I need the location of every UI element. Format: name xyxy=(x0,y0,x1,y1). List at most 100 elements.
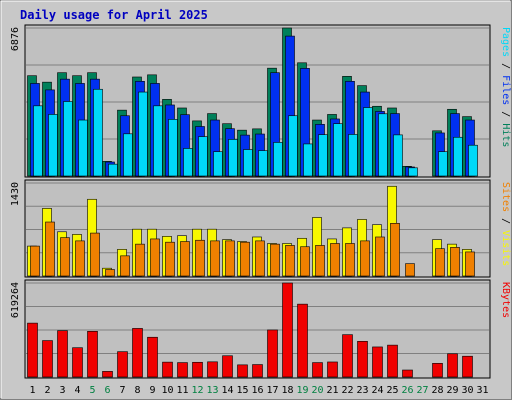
bar-sites-day-30 xyxy=(465,251,475,277)
x-tick-label: 31 xyxy=(476,385,488,396)
bar-sites-day-16 xyxy=(255,240,265,277)
bar-pages-day-4 xyxy=(78,119,88,177)
bar-sites-day-11 xyxy=(180,241,190,277)
bar-pages-day-5 xyxy=(93,88,103,177)
bar-kbytes-day-1 xyxy=(27,322,38,378)
panel-top: 6876 Pages / Files / Hits xyxy=(10,24,511,178)
x-tick-label: 6 xyxy=(104,385,110,396)
legend-top: Pages / Files / Hits xyxy=(500,27,511,147)
bar-kbytes-day-3 xyxy=(57,330,68,378)
legend-entry: Pages xyxy=(500,27,511,57)
bar-kbytes-day-19 xyxy=(297,303,308,378)
bar-pages-day-15 xyxy=(243,149,253,177)
bar-pages-day-23 xyxy=(363,107,373,177)
x-tick-label: 7 xyxy=(119,385,125,396)
bar-pages-day-16 xyxy=(258,150,268,177)
bar-sites-day-28 xyxy=(435,248,445,277)
x-tick-label: 28 xyxy=(431,385,443,396)
bar-kbytes-day-14 xyxy=(222,355,233,378)
x-tick-label: 15 xyxy=(236,385,248,396)
bar-pages-day-8 xyxy=(138,91,148,177)
bar-kbytes-day-24 xyxy=(372,346,383,378)
x-tick-label: 24 xyxy=(371,385,383,396)
x-tick-label: 25 xyxy=(386,385,398,396)
max-label-bot: 619264 xyxy=(10,282,21,318)
x-tick-label: 10 xyxy=(161,385,173,396)
legend-mid: Sites / Visits xyxy=(500,182,511,266)
legend-entry: Sites xyxy=(500,182,511,212)
bar-kbytes-day-9 xyxy=(147,336,158,378)
bar-kbytes-day-4 xyxy=(72,347,83,378)
bar-pages-day-20 xyxy=(318,134,328,177)
panel-mid: 1430 Sites / Visits xyxy=(10,179,511,278)
bar-pages-day-30 xyxy=(468,144,478,177)
bar-sites-day-14 xyxy=(225,240,235,277)
bar-kbytes-day-29 xyxy=(447,353,458,378)
bar-kbytes-day-16 xyxy=(252,364,263,378)
x-tick-label: 20 xyxy=(311,385,323,396)
bar-sites-day-10 xyxy=(165,241,175,277)
bar-kbytes-day-26 xyxy=(402,369,413,378)
bar-kbytes-day-13 xyxy=(207,361,218,378)
x-tick-label: 3 xyxy=(59,385,65,396)
x-tick-label: 8 xyxy=(134,385,140,396)
legend-entry: KBytes xyxy=(500,282,511,318)
panel-bot: 619264 KBytes xyxy=(10,279,511,379)
plot-area-bot xyxy=(24,279,491,379)
bar-kbytes-day-15 xyxy=(237,364,248,378)
bar-pages-day-3 xyxy=(63,101,73,177)
legend-bot: KBytes xyxy=(500,282,511,318)
bar-sites-day-3 xyxy=(60,237,70,277)
max-label-top: 6876 xyxy=(10,27,21,51)
bar-sites-day-7 xyxy=(120,255,130,277)
bar-pages-day-10 xyxy=(168,119,178,177)
bar-sites-day-4 xyxy=(75,240,85,277)
bar-pages-day-19 xyxy=(303,143,313,177)
bar-pages-day-1 xyxy=(33,105,43,177)
bar-sites-day-17 xyxy=(270,243,280,277)
bar-kbytes-day-21 xyxy=(327,361,338,378)
x-tick-label: 18 xyxy=(281,385,293,396)
x-tick-label: 26 xyxy=(401,385,413,396)
bar-pages-day-2 xyxy=(48,114,58,177)
bar-kbytes-day-28 xyxy=(432,363,443,378)
bar-pages-day-7 xyxy=(123,133,133,177)
bar-sites-day-18 xyxy=(285,245,295,277)
x-tick-label: 29 xyxy=(446,385,458,396)
bar-pages-day-29 xyxy=(453,136,463,177)
bar-kbytes-day-18 xyxy=(282,282,293,378)
bar-sites-day-23 xyxy=(360,240,370,277)
bar-pages-day-26 xyxy=(408,167,418,177)
bar-pages-day-14 xyxy=(228,139,238,177)
bar-sites-day-29 xyxy=(450,247,460,277)
legend-entry: / xyxy=(500,212,511,230)
bar-kbytes-day-5 xyxy=(87,331,98,378)
x-tick-label: 19 xyxy=(296,385,308,396)
bar-kbytes-day-10 xyxy=(162,361,173,378)
x-tick-label: 1 xyxy=(29,385,35,396)
bar-kbytes-day-25 xyxy=(387,344,398,378)
bar-pages-day-25 xyxy=(393,134,403,177)
bar-pages-day-12 xyxy=(198,136,208,177)
bar-pages-day-22 xyxy=(348,134,358,177)
x-tick-label: 21 xyxy=(326,385,338,396)
legend-entry: / xyxy=(500,57,511,75)
bar-pages-day-6 xyxy=(108,163,118,177)
bar-kbytes-day-2 xyxy=(42,340,53,378)
max-label-mid: 1430 xyxy=(10,182,21,206)
x-tick-label: 13 xyxy=(206,385,218,396)
x-tick-label: 9 xyxy=(149,385,155,396)
bar-sites-day-21 xyxy=(330,243,340,277)
bar-sites-day-20 xyxy=(315,245,325,277)
chart-title: Daily usage for April 2025 xyxy=(20,8,208,22)
bar-kbytes-day-17 xyxy=(267,329,278,378)
bar-sites-day-19 xyxy=(300,246,310,277)
legend-entry: / xyxy=(500,105,511,123)
bar-sites-day-26 xyxy=(405,263,415,277)
bar-kbytes-day-30 xyxy=(462,355,473,378)
bar-sites-day-22 xyxy=(345,243,355,277)
bar-kbytes-day-22 xyxy=(342,334,353,378)
bar-kbytes-day-6 xyxy=(102,371,113,378)
bar-pages-day-17 xyxy=(273,142,283,177)
